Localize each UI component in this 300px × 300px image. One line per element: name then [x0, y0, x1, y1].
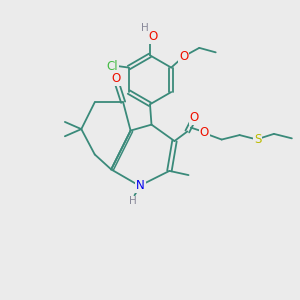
Text: S: S: [254, 133, 261, 146]
Text: O: O: [179, 50, 188, 63]
Text: O: O: [111, 72, 120, 85]
Text: N: N: [136, 179, 145, 192]
Text: H: H: [129, 196, 137, 206]
Text: H: H: [141, 23, 148, 34]
Text: O: O: [190, 111, 199, 124]
Text: O: O: [200, 127, 209, 140]
Text: Cl: Cl: [106, 60, 118, 73]
Text: O: O: [148, 30, 158, 43]
